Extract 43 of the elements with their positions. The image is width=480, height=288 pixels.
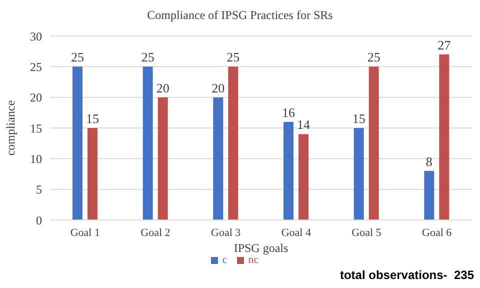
x-axis-title: IPSG goals <box>234 241 288 255</box>
data-label: 16 <box>282 104 296 120</box>
bar <box>298 134 309 220</box>
data-label: 15 <box>352 111 366 126</box>
data-label: 14 <box>297 117 311 132</box>
bar <box>213 97 224 220</box>
y-tick-label: 10 <box>30 152 42 166</box>
bar <box>72 66 83 220</box>
data-label: 25 <box>141 50 154 65</box>
data-label: 20 <box>212 80 225 96</box>
legend-label: c <box>222 254 228 266</box>
bar <box>158 97 168 220</box>
x-tick-label: Goal 1 <box>70 226 100 239</box>
legend-label: nc <box>248 254 259 266</box>
bar <box>88 128 98 220</box>
data-label: 20 <box>156 80 170 96</box>
x-tick-label: Goal 4 <box>281 226 312 239</box>
y-tick-label: 20 <box>30 90 42 105</box>
y-axis-title: compliance <box>3 100 18 156</box>
y-tick-label: 30 <box>30 29 42 44</box>
x-tick-label: Goal 3 <box>211 226 242 239</box>
bar <box>368 66 379 220</box>
bar <box>439 54 450 220</box>
y-tick-label: 5 <box>36 182 42 197</box>
x-tick-label: Goal 2 <box>140 226 170 239</box>
x-tick-label: Goal 5 <box>352 226 382 239</box>
y-tick-label: 25 <box>30 60 42 74</box>
bar <box>354 128 364 220</box>
data-label: 25 <box>226 50 240 65</box>
data-label: 8 <box>426 154 432 169</box>
y-tick-label: 15 <box>30 121 42 136</box>
chart-title: Compliance of IPSG Practices for SRs <box>146 8 334 23</box>
bar <box>284 122 294 220</box>
text: total observations- 235 <box>340 268 474 282</box>
bar <box>228 66 238 220</box>
data-label: 25 <box>367 50 380 65</box>
bar <box>424 170 434 220</box>
data-label: 25 <box>71 50 84 65</box>
bar <box>142 66 153 220</box>
x-tick-label: Goal 6 <box>422 226 452 239</box>
y-tick-label: 0 <box>36 213 42 228</box>
data-label: 15 <box>86 111 100 126</box>
data-label: 27 <box>438 37 452 52</box>
